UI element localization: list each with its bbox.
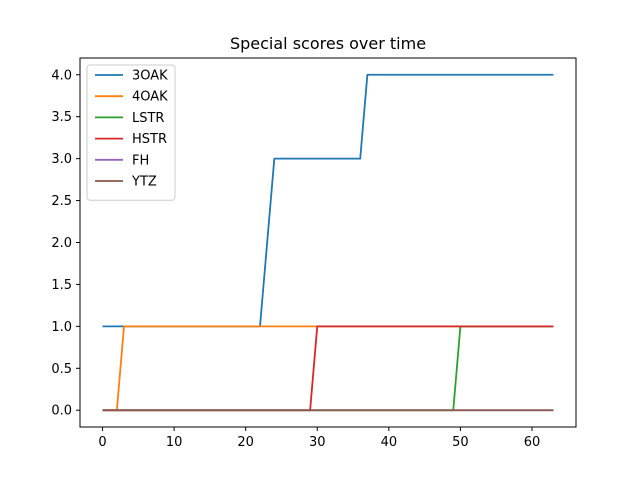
y-tick-label: 1.0 (51, 320, 72, 335)
series-layer (102, 73, 554, 412)
x-tick-label: 60 (524, 435, 541, 450)
x-tick-label: 0 (98, 435, 106, 450)
series-line-hstr (102, 325, 554, 412)
y-tick-label: 2.0 (51, 236, 72, 251)
y-tick-label: 4.0 (51, 68, 72, 83)
x-tick-label: 10 (166, 435, 183, 450)
y-tick-label: 3.5 (51, 110, 72, 125)
chart-title: Special scores over time (230, 34, 426, 53)
x-tick-label: 20 (237, 435, 254, 450)
legend-label-4oak: 4OAK (132, 90, 168, 105)
legend-label-ytz: YTZ (131, 175, 157, 190)
y-tick-label: 0.0 (51, 404, 72, 419)
y-tick-label: 0.5 (51, 362, 72, 377)
legend: 3OAK 4OAK LSTR HSTR FH YTZ (86, 64, 176, 201)
y-axis: 0.0 0.5 1.0 1.5 2.0 2.5 3.0 3.5 4.0 (51, 68, 80, 419)
y-tick-label: 1.5 (51, 278, 72, 293)
x-tick-label: 50 (452, 435, 469, 450)
x-axis: 0 10 20 30 40 50 60 (98, 427, 540, 450)
x-tick-label: 30 (309, 435, 326, 450)
y-tick-label: 2.5 (51, 194, 72, 209)
legend-label-hstr: HSTR (132, 132, 167, 147)
legend-box (86, 64, 176, 201)
legend-label-lstr: LSTR (132, 111, 164, 126)
x-tick-label: 40 (381, 435, 398, 450)
legend-label-fh: FH (132, 153, 149, 168)
series-line-4oak (102, 325, 554, 412)
legend-label-3oak: 3OAK (132, 69, 168, 84)
series-line-lstr (102, 325, 554, 412)
y-tick-label: 3.0 (51, 152, 72, 167)
